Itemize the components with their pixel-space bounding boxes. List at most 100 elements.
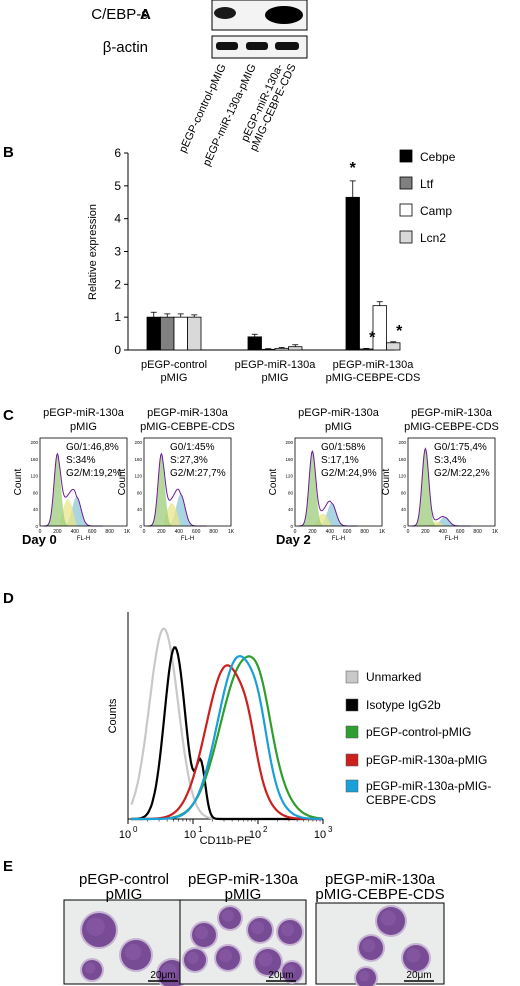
g01-percent: G0/1:46,8% bbox=[66, 442, 119, 453]
fl-tick-label: 1K bbox=[124, 529, 131, 535]
bar-camp bbox=[173, 316, 188, 351]
cell-highlight bbox=[362, 939, 376, 953]
blot-label-actin: β-actin bbox=[103, 39, 148, 56]
x-tick-base: 10 bbox=[249, 829, 261, 841]
g2m-percent: G2/M:27,7% bbox=[170, 468, 226, 479]
s-phase-fit bbox=[298, 513, 358, 526]
g2m-percent: G2/M:24,9% bbox=[321, 468, 377, 479]
g01-percent: G0/1:58% bbox=[321, 442, 366, 453]
fl-tick-label: 800 bbox=[209, 529, 218, 535]
y-tick-label: 4 bbox=[114, 212, 121, 226]
y-tick-label: 1 bbox=[114, 310, 121, 324]
fl-tick-label: 200 bbox=[157, 529, 166, 535]
legend-swatch-camp bbox=[399, 203, 413, 217]
count-tick-label: 120 bbox=[398, 474, 406, 479]
curve-4 bbox=[131, 664, 323, 821]
legend-swatch-cebpe bbox=[399, 149, 413, 163]
x-tick-exp: 1 bbox=[198, 825, 203, 834]
legend-swatch-lcn2 bbox=[399, 230, 413, 244]
s-percent: S:27,3% bbox=[170, 455, 208, 466]
count-tick-label: 120 bbox=[30, 474, 38, 479]
legend-label-5: pEGP-miR-130a-pMIG- bbox=[366, 779, 491, 793]
micrograph-title: pEGP-miR-130a bbox=[188, 871, 299, 888]
g2m-fit bbox=[411, 517, 471, 526]
legend-label-ltf: Ltf bbox=[420, 177, 434, 191]
y-tick-label: 6 bbox=[114, 146, 121, 160]
count-axis-label: Count bbox=[13, 468, 24, 495]
count-tick-label: 200 bbox=[30, 440, 38, 445]
significance-star: * bbox=[350, 160, 357, 177]
count-tick-label: 0 bbox=[139, 524, 142, 529]
count-tick-label: 160 bbox=[398, 457, 406, 462]
s-phase-fit bbox=[411, 521, 471, 526]
cell-highlight bbox=[219, 949, 233, 963]
curve-5 bbox=[131, 655, 323, 821]
histogram-subtitle: pMIG-CEBPE-CDS bbox=[404, 421, 499, 433]
count-tick-label: 0 bbox=[403, 524, 406, 529]
bar-lcn2 bbox=[187, 316, 202, 351]
band-cebpe-3 bbox=[265, 6, 303, 24]
bar-cebpe bbox=[247, 336, 262, 351]
panel-label-a: A bbox=[140, 6, 151, 23]
cell-highlight bbox=[358, 970, 370, 982]
cell-highlight bbox=[86, 917, 105, 936]
x-tick-exp: 2 bbox=[263, 825, 268, 834]
fl-tick-label: 400 bbox=[175, 529, 184, 535]
count-tick-label: 200 bbox=[285, 440, 293, 445]
fl-axis-label: FL-H bbox=[181, 536, 194, 542]
cell-highlight bbox=[258, 952, 273, 967]
s-percent: S:34% bbox=[66, 455, 96, 466]
flow-histogram: 10 0 10 1 10 2 10 3CD11b-PECountsUnmarkedIsotyp… bbox=[107, 612, 491, 847]
scale-bar-label: 20μm bbox=[268, 970, 293, 981]
panel-label-c: C bbox=[3, 407, 14, 424]
histogram-title: pEGP-miR-130a bbox=[298, 407, 380, 419]
legend-swatch-1 bbox=[345, 670, 359, 684]
count-tick-label: 120 bbox=[285, 474, 293, 479]
cell-highlight bbox=[406, 948, 421, 963]
legend-label-4: pEGP-miR-130a-pMIG bbox=[366, 753, 487, 767]
legend-swatch-4 bbox=[345, 753, 359, 767]
band-cebpe-1 bbox=[214, 7, 236, 19]
panel-label-e: E bbox=[3, 858, 13, 875]
band-actin-2 bbox=[246, 42, 268, 50]
legend-label-5-cont: CEBPE-CDS bbox=[366, 793, 436, 807]
panel-label-b: B bbox=[3, 144, 14, 161]
y-axis-label: Relative expression bbox=[87, 204, 99, 300]
day-label-0: Day 0 bbox=[22, 532, 57, 547]
bar-cebpe bbox=[146, 316, 161, 351]
fl-tick-label: 200 bbox=[308, 529, 317, 535]
x-tick-exp: 3 bbox=[328, 825, 333, 834]
significance-star: * bbox=[396, 323, 403, 340]
g01-fit bbox=[147, 453, 207, 526]
y-tick-label: 3 bbox=[114, 245, 121, 259]
x-axis-label: CD11b-PE bbox=[200, 835, 252, 847]
fl-tick-label: 600 bbox=[343, 529, 352, 535]
histogram-subtitle: pMIG bbox=[70, 421, 97, 433]
cell-highlight bbox=[186, 951, 199, 964]
cell-highlight bbox=[281, 923, 295, 937]
count-tick-label: 160 bbox=[30, 457, 38, 462]
fl-axis-label: FL-H bbox=[332, 536, 345, 542]
fl-tick-label: 1K bbox=[492, 529, 499, 535]
g2m-percent: G2/M:22,2% bbox=[434, 468, 490, 479]
fl-axis-label: FL-H bbox=[445, 536, 458, 542]
count-tick-label: 0 bbox=[35, 524, 38, 529]
cell-highlight bbox=[195, 926, 209, 940]
count-tick-label: 200 bbox=[398, 440, 406, 445]
legend-label-1: Unmarked bbox=[366, 670, 421, 684]
micrograph-subtitle: pMIG bbox=[225, 886, 262, 903]
histogram-subtitle: pMIG-CEBPE-CDS bbox=[140, 421, 235, 433]
micrograph-subtitle: pMIG bbox=[106, 886, 143, 903]
count-tick-label: 200 bbox=[134, 440, 142, 445]
g01-fit bbox=[298, 451, 358, 526]
histogram-frame bbox=[407, 437, 496, 527]
s-percent: S:3,4% bbox=[434, 455, 466, 466]
count-tick-label: 80 bbox=[33, 490, 39, 495]
s-phase-fit bbox=[147, 503, 207, 526]
cell-highlight bbox=[161, 963, 177, 979]
fl-tick-label: 600 bbox=[88, 529, 97, 535]
count-tick-label: 160 bbox=[285, 457, 293, 462]
panel-label-d: D bbox=[3, 590, 14, 607]
fl-tick-label: 200 bbox=[53, 529, 62, 535]
